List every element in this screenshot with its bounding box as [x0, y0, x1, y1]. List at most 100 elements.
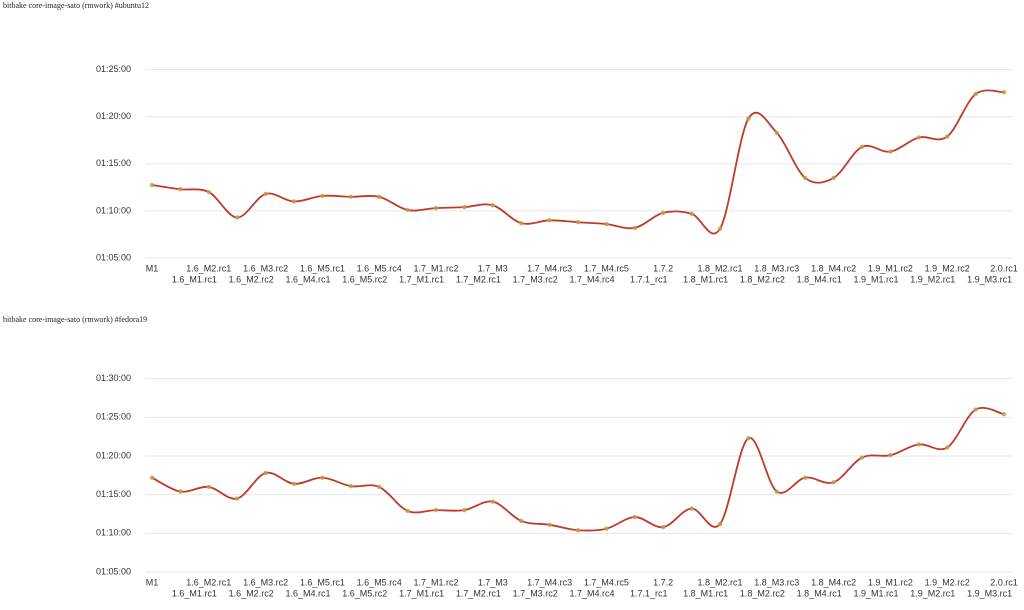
- x-tick-label: 1.7_M3: [478, 577, 508, 587]
- point: [291, 481, 297, 487]
- point: [888, 149, 893, 154]
- x-tick-label: 2.0.rc1: [990, 577, 1018, 587]
- point: [604, 221, 609, 227]
- point: [746, 116, 751, 121]
- y-tick-label: 01:25:00: [96, 412, 131, 422]
- line: [151, 89, 1005, 235]
- point: [263, 191, 268, 197]
- y-tick-label: 01:05:00: [96, 252, 131, 262]
- point: [320, 193, 325, 199]
- point: [774, 489, 779, 494]
- point: [149, 475, 155, 480]
- x-tick-label: 1.7.1_rc1: [630, 274, 668, 284]
- x-tick-label: M1: [146, 263, 159, 273]
- point: [235, 215, 240, 220]
- point: [405, 508, 410, 514]
- point: [945, 134, 950, 139]
- point: [661, 524, 666, 530]
- point: [149, 182, 155, 188]
- x-tick-label: 1.8_M1.rc1: [683, 588, 728, 598]
- x-tick-label: 1.7_M4.rc5: [584, 263, 629, 273]
- point: [774, 130, 779, 135]
- x-tick-label: 1.6_M4.rc1: [285, 274, 330, 284]
- y-tick-label: 01:20:00: [96, 450, 131, 460]
- x-tick-label: 1.9_M1.rc2: [868, 577, 913, 587]
- point: [575, 528, 581, 533]
- x-tick-label: 1.6_M4.rc1: [285, 588, 330, 598]
- x-tick-label: 1.8_M4.rc2: [811, 577, 856, 587]
- point: [405, 207, 410, 213]
- x-tick-label: 1.7_M4.rc3: [527, 263, 572, 273]
- point: [661, 210, 666, 215]
- x-tick-label: 1.7.2: [653, 577, 673, 587]
- x-tick-label: 1.7.1_rc1: [630, 588, 668, 598]
- x-tick-label: 1.7_M4.rc4: [569, 588, 614, 598]
- y-tick-label: 01:10:00: [96, 205, 131, 215]
- point: [632, 225, 637, 231]
- x-tick-label: 2.0.rc1: [990, 263, 1018, 273]
- x-tick-label: 1.9_M1.rc1: [853, 274, 898, 284]
- chart-title: bitbake core-image-sato (rmwork) #ubuntu…: [3, 1, 149, 10]
- x-tick-label: 1.8_M2.rc2: [740, 274, 785, 284]
- x-tick-label: 1.7_M3.rc2: [513, 588, 558, 598]
- x-tick-label: 1.6_M2.rc2: [229, 588, 274, 598]
- y-tick-label: 01:30:00: [96, 373, 131, 383]
- y-tick-label: 01:25:00: [96, 64, 131, 74]
- x-tick-label: 1.6_M5.rc1: [300, 263, 345, 273]
- x-tick-label: 1.6_M2.rc1: [186, 263, 231, 273]
- point: [803, 475, 808, 480]
- point: [206, 484, 211, 490]
- x-tick-label: 1.9_M2.rc2: [925, 577, 970, 587]
- x-tick-label: M1: [146, 577, 159, 587]
- point: [1001, 412, 1007, 417]
- x-tick-label: 1.7_M1.rc1: [399, 274, 444, 284]
- point: [803, 175, 808, 181]
- point: [831, 480, 836, 485]
- x-tick-label: 1.8_M1.rc1: [683, 274, 728, 284]
- x-tick-label: 1.9_M2.rc1: [910, 274, 955, 284]
- x-tick-label: 1.8_M2.rc1: [697, 263, 742, 273]
- x-tick-label: 1.6_M3.rc2: [243, 577, 288, 587]
- x-tick-label: 1.8_M4.rc2: [811, 263, 856, 273]
- point: [973, 91, 978, 97]
- x-tick-label: 1.9_M2.rc2: [925, 263, 970, 273]
- x-tick-label: 1.8_M3.rc3: [754, 263, 799, 273]
- x-tick-label: 1.6_M5.rc4: [357, 263, 402, 273]
- point: [178, 489, 183, 494]
- point: [1001, 90, 1007, 95]
- point: [859, 455, 865, 460]
- point: [490, 499, 495, 504]
- point: [462, 507, 467, 513]
- line: [151, 406, 1005, 532]
- point: [235, 496, 240, 501]
- x-tick-label: 1.6_M5.rc4: [357, 577, 402, 587]
- x-tick-label: 1.6_M5.rc2: [342, 588, 387, 598]
- x-tick-label: 1.7_M3: [478, 263, 508, 273]
- point: [178, 187, 183, 192]
- point: [575, 220, 581, 225]
- point: [547, 522, 552, 528]
- point: [859, 144, 865, 150]
- x-tick-label: 1.7_M2.rc1: [456, 588, 501, 598]
- point: [945, 445, 950, 450]
- x-tick-label: 1.7_M1.rc1: [399, 588, 444, 598]
- x-tick-label: 1.9_M1.rc1: [853, 588, 898, 598]
- point: [490, 203, 495, 208]
- y-tick-label: 01:10:00: [96, 528, 131, 538]
- x-tick-label: 1.7_M2.rc1: [456, 274, 501, 284]
- point: [433, 205, 439, 211]
- x-tick-label: 1.9_M2.rc1: [910, 588, 955, 598]
- point: [916, 135, 921, 140]
- x-tick-label: 1.6_M1.rc1: [172, 588, 217, 598]
- point: [348, 194, 353, 199]
- point: [632, 514, 637, 520]
- x-tick-label: 1.6_M2.rc2: [229, 274, 274, 284]
- x-tick-label: 1.8_M2.rc1: [697, 577, 742, 587]
- x-tick-label: 1.8_M2.rc2: [740, 588, 785, 598]
- x-tick-label: 1.7_M3.rc2: [513, 274, 558, 284]
- x-tick-label: 1.7_M1.rc2: [413, 577, 458, 587]
- point: [263, 470, 268, 476]
- point: [547, 218, 552, 223]
- point: [291, 199, 297, 204]
